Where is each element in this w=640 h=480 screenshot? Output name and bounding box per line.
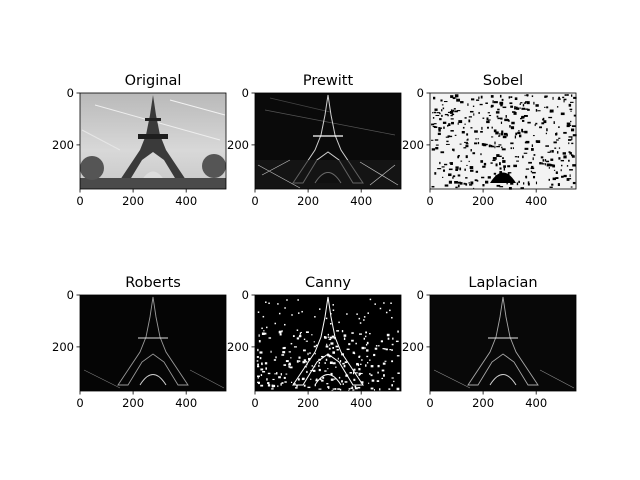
axes-frame	[254, 92, 402, 190]
y-tick-label: 0	[242, 288, 249, 302]
subplot-canny: Canny	[255, 275, 401, 393]
axes-layer: 0 200 400 0 200 0 200 400 0 200 0 200 400 0 200 0 200 400…	[52, 86, 577, 410]
x-tick-label: 200	[297, 396, 319, 410]
y-tick-label: 200	[402, 138, 424, 152]
x-tick-label: 0	[76, 396, 83, 410]
panel-title: Laplacian	[468, 275, 537, 291]
image-canny	[255, 295, 401, 393]
panel-title: Prewitt	[303, 73, 354, 89]
axes-original: 0 200 400 0 200	[52, 86, 227, 208]
image-original	[80, 93, 226, 189]
x-tick-label: 400	[175, 396, 197, 410]
x-tick-label: 200	[122, 194, 144, 208]
x-tick-label: 400	[525, 194, 547, 208]
image-prewitt	[255, 93, 401, 189]
x-tick-label: 200	[472, 396, 494, 410]
x-tick-label: 400	[350, 396, 372, 410]
subplot-roberts: Roberts	[80, 275, 226, 391]
y-tick-label: 0	[67, 86, 74, 100]
x-tick-label: 0	[426, 396, 433, 410]
subplot-sobel: Sobel	[430, 73, 577, 190]
image-laplacian	[430, 295, 576, 391]
x-tick-label: 0	[251, 194, 258, 208]
x-tick-label: 0	[76, 194, 83, 208]
y-tick-label: 200	[52, 138, 74, 152]
axes-canny: 0 200 400 0 200	[227, 288, 402, 410]
panel-title: Sobel	[483, 73, 523, 89]
x-tick-label: 400	[350, 194, 372, 208]
y-tick-label: 200	[227, 340, 249, 354]
panel-title: Roberts	[125, 275, 181, 291]
y-tick-label: 0	[417, 86, 424, 100]
subplot-prewitt: Prewitt	[255, 73, 401, 189]
image-sobel	[430, 93, 577, 190]
y-tick-label: 200	[227, 138, 249, 152]
x-tick-label: 200	[297, 194, 319, 208]
subplot-original: Original	[80, 73, 226, 189]
x-tick-label: 200	[122, 396, 144, 410]
axes-frame	[79, 294, 227, 392]
axes-prewitt: 0 200 400 0 200	[227, 86, 402, 208]
y-tick-label: 0	[67, 288, 74, 302]
y-tick-label: 200	[52, 340, 74, 354]
panel-title: Canny	[305, 275, 351, 291]
x-tick-label: 400	[525, 396, 547, 410]
image-roberts	[80, 295, 226, 391]
y-tick-label: 0	[242, 86, 249, 100]
x-tick-label: 400	[175, 194, 197, 208]
subplot-laplacian: Laplacian	[430, 275, 576, 391]
axes-frame	[429, 92, 577, 190]
axes-frame	[429, 294, 577, 392]
y-tick-label: 200	[402, 340, 424, 354]
axes-frame	[79, 92, 227, 190]
x-tick-label: 0	[251, 396, 258, 410]
axes-frame	[254, 294, 402, 392]
y-tick-label: 0	[417, 288, 424, 302]
axes-roberts: 0 200 400 0 200	[52, 288, 227, 410]
panel-title: Original	[125, 73, 182, 89]
axes-laplacian: 0 200 400 0 200	[402, 288, 577, 410]
x-tick-label: 200	[472, 194, 494, 208]
x-tick-label: 0	[426, 194, 433, 208]
axes-sobel: 0 200 400 0 200	[402, 86, 577, 208]
